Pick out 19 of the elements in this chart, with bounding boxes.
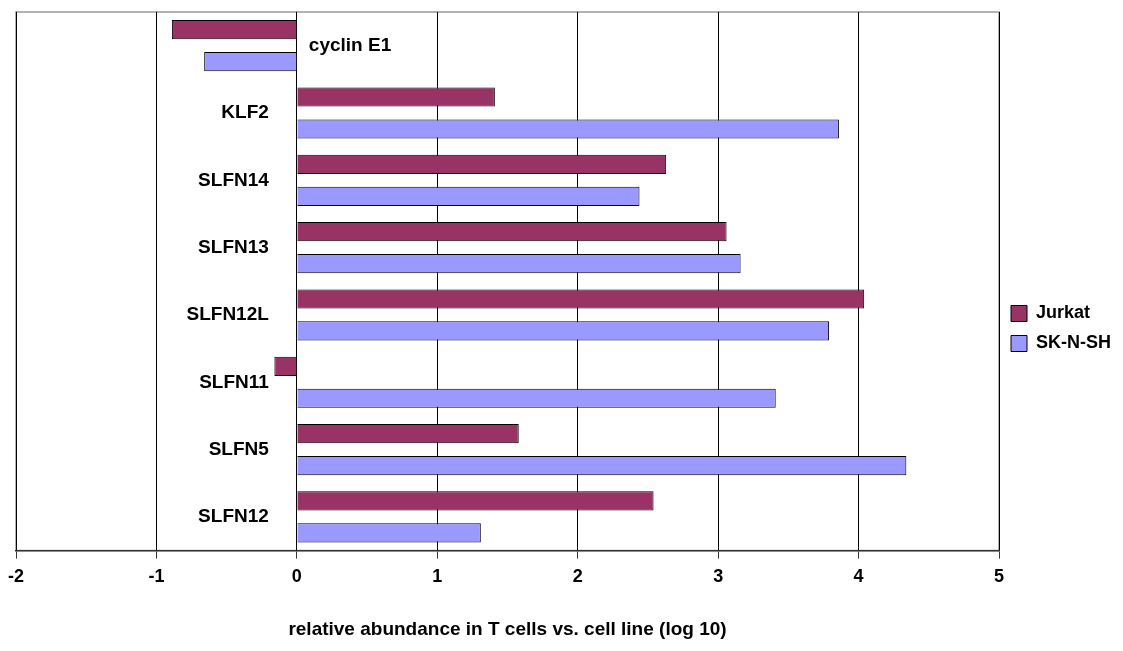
y-tick-label: SLFN11	[199, 370, 270, 392]
y-tick-label: KLF2	[221, 101, 269, 123]
x-tick-label: 0	[291, 566, 302, 587]
x-tick-label: -1	[148, 566, 165, 587]
y-tick-label: SLFN5	[208, 437, 270, 459]
y-tick-label: SLFN12L	[186, 303, 270, 325]
y-tick-label: SLFN13	[198, 235, 269, 257]
y-tick-label: SLFN12	[198, 505, 269, 527]
x-tick-label: 4	[853, 566, 864, 587]
x-tick-label: 3	[713, 566, 724, 587]
y-tick-label: cyclin E1	[308, 33, 392, 55]
x-tick-label: 5	[994, 566, 1005, 587]
x-tick-label: 2	[572, 566, 583, 587]
legend-label: SK-N-SH	[1036, 332, 1111, 353]
x-tick-label: -2	[7, 566, 25, 587]
x-axis-title: relative abundance in T cells vs. cell line (log 10)	[288, 617, 727, 639]
x-tick-label: 1	[432, 566, 443, 587]
y-tick-label: SLFN14	[198, 168, 270, 190]
legend-label: Jurkat	[1036, 302, 1091, 323]
